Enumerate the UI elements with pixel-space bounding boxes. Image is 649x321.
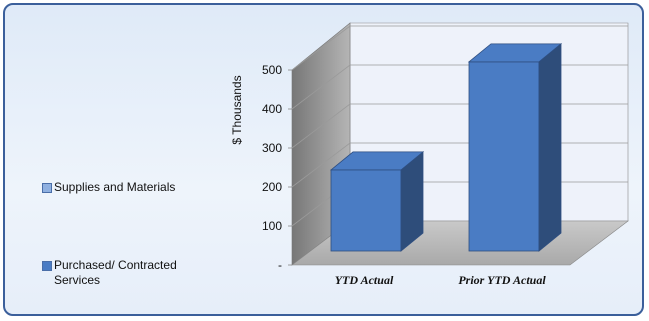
- bar-top: [329, 151, 425, 171]
- legend-label-supplies: Supplies and Materials: [54, 180, 176, 194]
- y-tick-label: 400: [262, 102, 282, 116]
- y-tick-label: -: [278, 258, 282, 272]
- y-tick-label: 500: [262, 63, 282, 77]
- y-tick-label: 100: [262, 219, 282, 233]
- x-category-label: YTD Actual: [335, 273, 394, 287]
- legend-label-purchased: Purchased/ Contracted Services: [54, 258, 177, 287]
- legend-swatch-purchased: [42, 261, 52, 271]
- gridline: [291, 25, 628, 71]
- bar-front: [330, 169, 402, 252]
- bar: [329, 151, 425, 252]
- bar-top: [467, 43, 563, 63]
- bar-front: [468, 61, 540, 252]
- y-axis-label: $ Thousands: [230, 75, 244, 144]
- legend-swatch-supplies: [42, 183, 52, 193]
- y-tick-label: 200: [262, 180, 282, 194]
- y-tick-label: 300: [262, 141, 282, 155]
- bar-side: [538, 43, 562, 252]
- x-category-label: Prior YTD Actual: [458, 273, 546, 287]
- bar: [467, 43, 563, 252]
